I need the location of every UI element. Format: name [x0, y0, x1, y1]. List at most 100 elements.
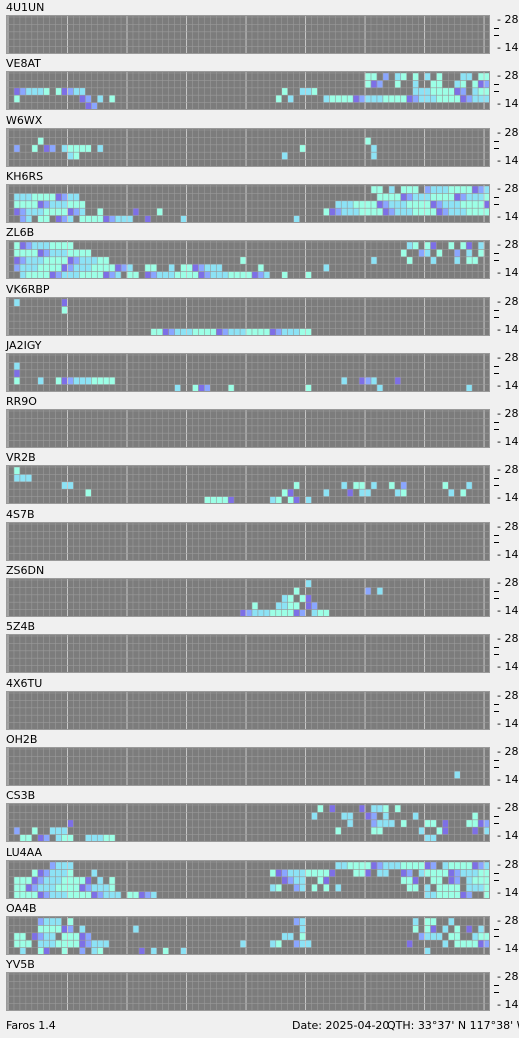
signal-cell — [365, 80, 371, 88]
signal-cell — [25, 242, 32, 250]
band-top-label: 28 — [504, 520, 519, 533]
signal-cell — [37, 208, 44, 216]
signal-cell — [299, 869, 306, 877]
signal-cell — [31, 208, 38, 216]
station-callsign: JA2IGY — [6, 339, 42, 352]
signal-cell — [37, 377, 44, 385]
signal-cell — [394, 73, 401, 81]
signal-cell — [347, 862, 354, 870]
band-bottom-label: 14 — [504, 604, 519, 617]
signal-cell — [341, 200, 348, 209]
signal-cell — [424, 918, 431, 926]
signal-cell — [67, 264, 74, 272]
signal-cell — [79, 200, 86, 209]
signal-cell — [418, 193, 425, 201]
signal-cell — [329, 95, 336, 103]
signal-cell — [67, 249, 74, 257]
signal-cell — [61, 876, 68, 885]
signal-cell — [67, 193, 74, 201]
signal-cell — [442, 819, 449, 828]
signal-cell — [67, 144, 74, 153]
signal-cell — [436, 95, 443, 103]
signal-cell — [335, 884, 342, 892]
signal-cell — [25, 256, 32, 265]
station-callsign: VE8AT — [6, 57, 41, 70]
signal-cell — [323, 609, 330, 616]
signal-cell — [210, 264, 217, 272]
signal-cell — [13, 369, 20, 378]
signal-cell — [216, 496, 223, 503]
signal-cell — [382, 862, 389, 870]
signal-cell — [19, 932, 26, 941]
signal-cell — [329, 869, 336, 877]
signal-cell — [79, 940, 86, 948]
signal-cell — [55, 940, 62, 948]
signal-cell — [19, 256, 26, 265]
signal-cell — [347, 489, 354, 497]
signal-cell — [454, 193, 461, 201]
signal-cell — [394, 862, 401, 870]
signal-cell — [37, 834, 44, 841]
signal-cell — [454, 208, 461, 216]
signal-cell — [103, 940, 110, 948]
signal-cell — [49, 200, 56, 209]
signal-cell — [448, 87, 455, 96]
signal-cell — [418, 862, 425, 870]
signal-cell — [484, 819, 489, 828]
signal-cell — [305, 580, 312, 588]
signal-cell — [61, 299, 68, 307]
signal-cell — [281, 489, 288, 497]
signal-cell — [251, 271, 258, 278]
signal-cell — [85, 489, 92, 497]
station-row: OH2B - 28- 14 — [6, 733, 519, 786]
signal-cell — [472, 876, 479, 885]
signal-cell — [311, 87, 318, 96]
signal-cell — [430, 932, 437, 941]
signal-cell — [37, 249, 44, 257]
signal-cell — [25, 87, 32, 96]
signal-cell — [406, 876, 413, 885]
signal-cell — [37, 193, 44, 201]
signal-cell — [19, 249, 26, 257]
signal-cell — [25, 271, 32, 278]
signal-cell — [376, 384, 383, 391]
signal-cell — [430, 200, 437, 209]
signal-cell — [394, 95, 401, 103]
signal-cell — [43, 925, 50, 933]
signal-cell — [341, 208, 348, 216]
signal-cell — [359, 95, 366, 103]
signal-cell — [37, 918, 44, 926]
band-bottom-label: 14 — [504, 886, 519, 899]
band-tick-mark — [494, 197, 499, 198]
signal-cell — [436, 193, 443, 201]
band-tick-mark — [494, 204, 499, 205]
signal-cell — [335, 862, 342, 870]
signal-cell — [31, 256, 38, 265]
signal-cell — [341, 812, 348, 820]
band-top-label: 28 — [504, 295, 519, 308]
signal-cell — [156, 328, 163, 335]
signal-cell — [49, 862, 56, 870]
signal-cell — [424, 932, 431, 941]
band-bottom-label: 14 — [504, 717, 519, 730]
signal-cell — [359, 481, 366, 490]
signal-cell — [442, 884, 449, 892]
signal-cell — [251, 602, 258, 610]
signal-cell — [97, 256, 104, 265]
signal-cell — [418, 87, 425, 96]
signal-cell — [424, 208, 431, 216]
signal-cell — [472, 862, 479, 870]
signal-cell — [484, 95, 489, 103]
signal-cell — [228, 384, 235, 391]
signal-cell — [454, 925, 461, 933]
signal-cell — [43, 200, 50, 209]
signal-cell — [49, 869, 56, 877]
signal-cell — [406, 884, 413, 892]
signal-cell — [359, 377, 366, 385]
signal-cell — [275, 869, 282, 877]
signal-cell — [43, 884, 50, 892]
signal-cell — [49, 940, 56, 948]
signal-cell — [85, 834, 92, 841]
signal-cell — [293, 496, 300, 503]
signal-cell — [460, 80, 467, 88]
